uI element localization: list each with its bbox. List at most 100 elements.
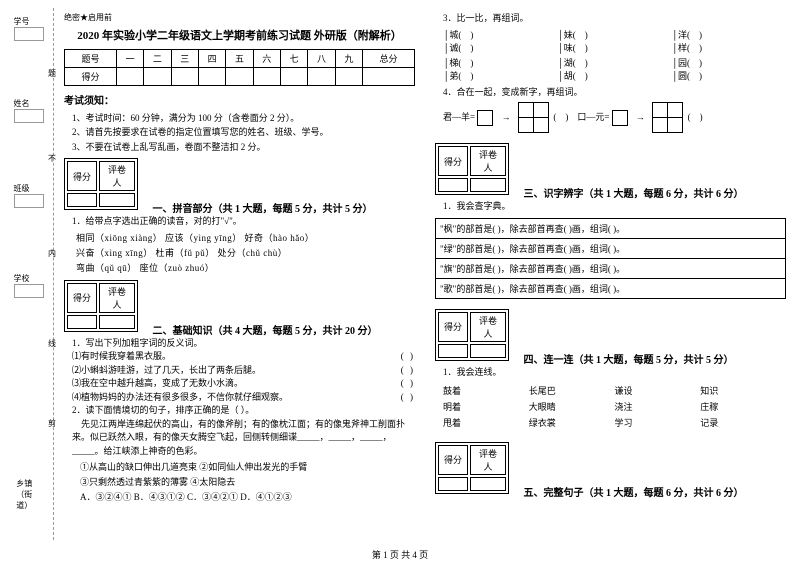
right-column: 3．比一比，再组词。 │城( )│诚( ) │妹( )│味( ) │洋( )│样…	[425, 8, 796, 540]
dictionary-table: "枫"的部首是( )，除去部首再查( )画，组词( )。 "绿"的部首是( )，…	[435, 218, 786, 299]
c: 庄稼	[700, 399, 786, 415]
section-1-title: 一、拼音部分（共 1 大题，每题 5 分，共计 5 分）	[153, 204, 373, 215]
scorebox-4: 得分评卷人	[435, 309, 509, 361]
sec2-q2: 2．读下面情境切的句子，排序正确的是（ ）。	[72, 404, 415, 418]
q1-item-4: ⑷植物妈妈的办法还有很多很多，不信你就仔细观察。	[72, 391, 401, 405]
sec2-q2-opt1: ①从高山的缺口伸出几道亮束 ②如同仙人伸出发光的手臂	[80, 460, 415, 473]
char-blank	[612, 110, 628, 126]
sb-score: 得分	[67, 161, 97, 191]
sec3-q: 1．我会查字典。	[443, 200, 786, 214]
th-4: 四	[198, 50, 225, 68]
c: 绿衣裳	[529, 415, 615, 431]
c: 甩着	[443, 415, 529, 431]
w: 弟(	[449, 71, 461, 81]
c: 谦设	[615, 383, 701, 399]
note-2: 2、请首先按要求在试卷的指定位置填写您的姓名、班级、学号。	[72, 125, 415, 139]
connect-col-2: 长尾巴 大眼睛 绿衣裳	[529, 383, 615, 432]
w: 味(	[564, 43, 576, 53]
sec2-q2-opt2: ③只剩然透过青紫紫的薄雾 ④太阳隐去	[80, 475, 415, 488]
th-5: 五	[226, 50, 253, 68]
secret-label: 绝密★启用前	[64, 12, 415, 23]
sec1-row-1: 相同（xiōng xiàng） 应该（yìng yīng） 好奇（hào hǎo…	[76, 231, 415, 244]
spine-field-name: 姓名	[14, 98, 44, 126]
blank-paren: ( )	[401, 364, 415, 378]
binding-margin: 学号 姓名 班级 学校 乡镇（街道） 题 不 内 线 剪	[4, 8, 54, 540]
blank-paren: ( )	[401, 377, 415, 391]
th-3: 三	[171, 50, 198, 68]
char-blank	[477, 110, 493, 126]
sb5-score: 得分	[438, 445, 468, 475]
section-3-title: 三、识字辨字（共 1 大题，每题 6 分，共计 6 分）	[524, 189, 744, 200]
th-9: 九	[335, 50, 362, 68]
connect-grid: 鼓着 明着 甩着 长尾巴 大眼睛 绿衣裳 谦设 浇注 学习 知识 庄稼 记录	[443, 383, 786, 432]
w: 城(	[449, 30, 461, 40]
q1-item-1: ⑴有时候我穿着黑衣服。	[72, 350, 401, 364]
spine-field-township: 乡镇（街道）	[16, 478, 41, 511]
connect-col-3: 谦设 浇注 学习	[615, 383, 701, 432]
c: 明着	[443, 399, 529, 415]
score-table: 题号 一 二 三 四 五 六 七 八 九 总分 得分	[64, 49, 415, 86]
w: 圆(	[678, 71, 690, 81]
sb4-grader: 评卷人	[470, 312, 506, 342]
notes-title: 考试须知：	[64, 92, 415, 107]
score-value-row: 得分	[65, 68, 415, 86]
scorebox-3: 得分评卷人	[435, 143, 509, 195]
sec4-q: 1．我会连线。	[443, 366, 786, 380]
scorebox-2: 得分评卷人	[64, 280, 138, 332]
sec2-q2-choices: A．③②④① B．④③①② C．③④②① D．④①②③	[80, 490, 415, 503]
w: 妹(	[564, 30, 576, 40]
notes-list: 1、考试时间：60 分钟，满分为 100 分（含卷面分 2 分）。 2、请首先按…	[72, 111, 415, 154]
th-8: 八	[308, 50, 335, 68]
w: 洋(	[678, 30, 690, 40]
q1-item-2: ⑵小蝌蚪游哇游，过了几天，长出了两条后腿。	[72, 364, 401, 378]
w: 胡(	[564, 71, 576, 81]
q4b-label: 口—元=	[577, 112, 609, 122]
c: 记录	[700, 415, 786, 431]
connect-col-1: 鼓着 明着 甩着	[443, 383, 529, 432]
q1-item-3: ⑶我在空中越升越高，变成了无数小水滴。	[72, 377, 401, 391]
th-6: 六	[253, 50, 280, 68]
th-1: 一	[116, 50, 143, 68]
q3-row-2: │梯( )│弟( ) │湖( )│胡( ) │园( )│圆( )	[443, 56, 786, 82]
page-root: 学号 姓名 班级 学校 乡镇（街道） 题 不 内 线 剪 绝密★启用前 2020…	[0, 0, 800, 540]
blank-paren: ( )	[401, 350, 415, 364]
c: 鼓着	[443, 383, 529, 399]
sec1-row-2: 兴奋（xìng xīng） 杜甫（fǔ pǔ） 处分（chǔ chù）	[76, 246, 415, 259]
th-2: 二	[144, 50, 171, 68]
w: 诚(	[449, 43, 461, 53]
dict-row-3: "旗"的部首是( )，除去部首再查( )画，组词( )。	[436, 258, 786, 278]
arrow-icon: →	[502, 112, 511, 122]
sec2-q4: 4．合在一起，变成新字，再组词。	[443, 86, 786, 100]
scorebox-5: 得分评卷人	[435, 442, 509, 494]
char-grid	[653, 103, 683, 133]
spine-field-id: 学号	[14, 16, 44, 44]
sec1-q: 1．给带点字选出正确的读音，对的打"√"。	[72, 215, 415, 229]
page-footer: 第 1 页 共 4 页	[0, 548, 800, 561]
q4-line: 君—羊= → ( ) 口—元= → ( )	[443, 103, 786, 133]
connect-col-4: 知识 庄稼 记录	[700, 383, 786, 432]
sec2-q2-text: 先见江两岸连绵起伏的高山，有的像斧削；有的像枕江面；有的像鬼斧神工削面扑来。似已…	[72, 418, 415, 459]
w: 园(	[678, 58, 690, 68]
sb3-score: 得分	[438, 146, 468, 176]
section-2-title: 二、基础知识（共 4 大题，每题 5 分，共计 20 分）	[153, 326, 378, 337]
w: 湖(	[564, 58, 576, 68]
c: 浇注	[615, 399, 701, 415]
dict-row-4: "歌"的部首是( )，除去部首再查( )画，组词( )。	[436, 278, 786, 298]
arrow-icon: →	[636, 112, 645, 122]
sec2-q1-items: ⑴有时候我穿着黑衣服。( ) ⑵小蝌蚪游哇游，过了几天，长出了两条后腿。( ) …	[72, 350, 415, 404]
sec1-row-3: 弯曲（qǔ qū） 座位（zuò zhuó）	[76, 261, 415, 274]
spine-field-class: 班级	[14, 183, 44, 211]
sb2-grader: 评卷人	[99, 283, 135, 313]
note-1: 1、考试时间：60 分钟，满分为 100 分（含卷面分 2 分）。	[72, 111, 415, 125]
q3-row-1: │城( )│诚( ) │妹( )│味( ) │洋( )│样( )	[443, 28, 786, 54]
char-grid	[519, 103, 549, 133]
section-4-title: 四、连一连（共 1 大题，每题 5 分，共计 5 分）	[524, 355, 734, 366]
w: 样(	[678, 43, 690, 53]
c: 大眼睛	[529, 399, 615, 415]
scorebox-1: 得分评卷人	[64, 158, 138, 210]
c: 学习	[615, 415, 701, 431]
sb5-grader: 评卷人	[470, 445, 506, 475]
score-label: 得分	[65, 68, 117, 86]
c: 长尾巴	[529, 383, 615, 399]
sb2-score: 得分	[67, 283, 97, 313]
